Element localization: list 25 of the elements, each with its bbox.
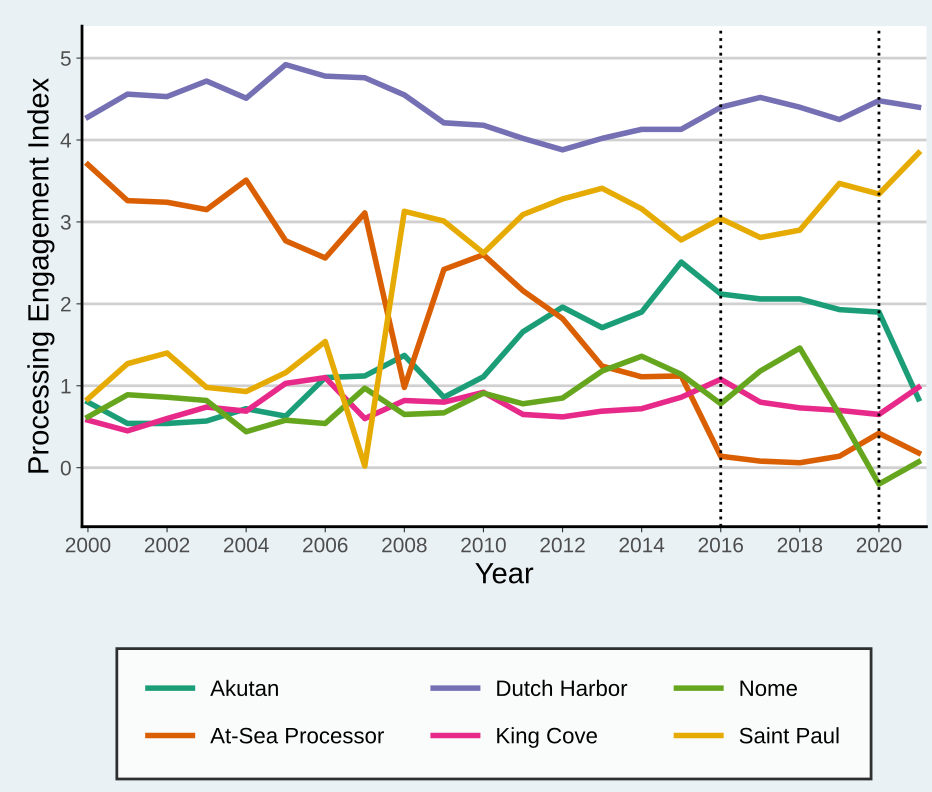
x-tick-label: 2002: [144, 538, 190, 552]
x-tick-label: 2012: [540, 538, 585, 552]
legend-label: Dutch Harbor: [497, 680, 628, 696]
x-tick-label: 2014: [620, 538, 664, 552]
legend-label: Saint Paul: [740, 727, 838, 744]
x-tick-label: 2010: [461, 538, 506, 552]
y-axis-title: Processing Engagement Index: [27, 78, 54, 473]
legend-label: Akutan: [210, 680, 278, 696]
x-tick-label: 2008: [382, 538, 427, 552]
y-tick-label: 1: [62, 378, 71, 394]
x-tick-label: 2016: [698, 538, 744, 552]
y-tick-label: 3: [60, 214, 71, 230]
x-tick-label: 2000: [66, 538, 110, 552]
y-tick-label: 4: [60, 133, 71, 148]
x-axis-title: Year: [475, 563, 534, 584]
y-tick-label: 0: [60, 460, 71, 476]
x-tick-label: 2004: [224, 538, 269, 552]
x-tick-label: 2006: [303, 538, 348, 552]
x-tick-label: 2018: [778, 538, 822, 552]
legend-label: King Cove: [497, 727, 597, 748]
y-tick-label: 2: [61, 296, 71, 312]
y-tick-label: 5: [60, 51, 71, 66]
legend-label: Nome: [740, 680, 797, 696]
legend-label: At-Sea Processor: [210, 728, 384, 744]
x-tick-label: 2020: [856, 538, 902, 552]
